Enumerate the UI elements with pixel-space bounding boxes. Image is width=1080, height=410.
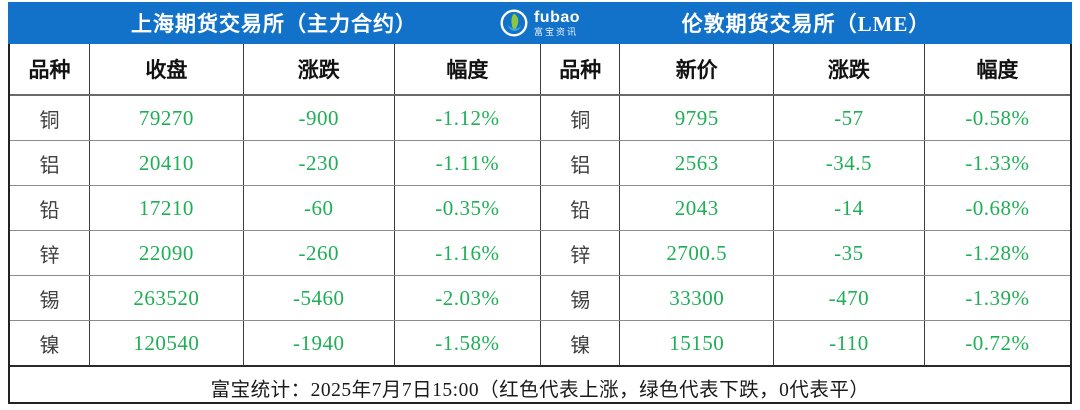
column-header-change: 涨跌 bbox=[772, 44, 925, 96]
value-cell: -1.58% bbox=[393, 320, 540, 365]
metal-name-cell: 镍 bbox=[570, 334, 591, 357]
table-row: 铝 20410 -230 -1.11% bbox=[10, 140, 540, 186]
value-cell: -5460 bbox=[242, 275, 395, 321]
value-cell: -110 bbox=[772, 320, 925, 365]
metal-name-cell: 铝 bbox=[10, 140, 90, 186]
value-cell: 17210 bbox=[89, 185, 244, 231]
value-cell: -1.28% bbox=[923, 230, 1070, 276]
shfe-title: 上海期货交易所（主力合约） bbox=[131, 12, 417, 36]
metal-name-cell: 镍 bbox=[39, 334, 60, 357]
value-cell: -1940 bbox=[242, 320, 395, 365]
table-row: 镍 120540 -1940 -1.58% bbox=[10, 320, 540, 365]
shfe-table-body: 铜 79270 -900 -1.12% 铝 20410 -230 -1.11% 铅 17210 -6… bbox=[10, 95, 540, 365]
table-row: 镍 15150 -110 -0.72% bbox=[541, 320, 1070, 365]
lme-table: 品种 新价 涨跌 幅度 铜 9795 -57 -0.58% 铝 2563 -34.5 -1.3… bbox=[540, 44, 1070, 365]
shfe-header-row: 品种 收盘 涨跌 幅度 bbox=[10, 44, 540, 96]
logo-subtext: 富宝资讯 bbox=[533, 26, 578, 37]
logo-wordmark: fubao bbox=[533, 8, 581, 26]
value-cell: 120540 bbox=[89, 320, 244, 365]
table-row: 锌 22090 -260 -1.16% bbox=[10, 230, 540, 276]
value-cell: 2563 bbox=[619, 140, 774, 186]
value-cell: -470 bbox=[772, 275, 925, 321]
value-cell: -0.72% bbox=[923, 320, 1070, 365]
table-row: 铜 79270 -900 -1.12% bbox=[10, 95, 540, 141]
value-cell: -14 bbox=[772, 185, 925, 231]
value-cell: -2.03% bbox=[393, 275, 540, 321]
futures-price-board: 上海期货交易所（主力合约） 伦敦期货交易所（LME） fubao 富宝资讯 bbox=[8, 2, 1072, 408]
column-header-variety: 品种 bbox=[10, 44, 90, 96]
fubao-leaf-icon bbox=[500, 9, 528, 37]
price-tables-container: 品种 收盘 涨跌 幅度 铜 79270 -900 -1.12% 铝 20410 -230 -1… bbox=[8, 44, 1072, 404]
value-cell: -1.11% bbox=[393, 140, 540, 186]
lme-header-row: 品种 新价 涨跌 幅度 bbox=[540, 44, 1070, 96]
metal-name-cell: 铜 bbox=[10, 95, 90, 141]
fubao-logo: fubao 富宝资讯 bbox=[500, 9, 580, 37]
value-cell: -57 bbox=[772, 95, 925, 141]
metal-name-cell: 铅 bbox=[10, 185, 90, 231]
value-cell: 20410 bbox=[89, 140, 244, 186]
title-bar: 上海期货交易所（主力合约） 伦敦期货交易所（LME） fubao 富宝资讯 bbox=[8, 2, 1072, 44]
value-cell: -0.58% bbox=[923, 95, 1070, 141]
table-row: 锡 263520 -5460 -2.03% bbox=[10, 275, 540, 321]
column-header-newprice: 新价 bbox=[619, 44, 774, 96]
value-cell: 15150 bbox=[619, 320, 774, 365]
value-cell: -34.5 bbox=[772, 140, 925, 186]
value-cell: 2043 bbox=[619, 185, 774, 231]
table-row: 铝 2563 -34.5 -1.33% bbox=[540, 140, 1070, 186]
value-cell: 33300 bbox=[619, 275, 774, 321]
value-cell: 79270 bbox=[89, 95, 244, 141]
column-header-change: 涨跌 bbox=[242, 44, 395, 96]
value-cell: -60 bbox=[242, 185, 395, 231]
metal-name-cell: 锡 bbox=[540, 275, 620, 321]
lme-table-body: 铜 9795 -57 -0.58% 铝 2563 -34.5 -1.33% 铅 2043 -14 -0… bbox=[540, 95, 1070, 365]
table-row: 锡 33300 -470 -1.39% bbox=[540, 275, 1070, 321]
value-cell: 263520 bbox=[89, 275, 244, 321]
logo-text-block: fubao 富宝资讯 bbox=[533, 8, 581, 37]
value-cell: -35 bbox=[772, 230, 925, 276]
metal-name-cell: 铜 bbox=[540, 95, 620, 141]
metal-name-cell: 锡 bbox=[10, 275, 90, 321]
value-cell: -0.68% bbox=[923, 185, 1070, 231]
table-row: 铅 2043 -14 -0.68% bbox=[540, 185, 1070, 231]
column-header-pct: 幅度 bbox=[393, 44, 540, 96]
column-header-pct: 幅度 bbox=[923, 44, 1070, 96]
lme-title: 伦敦期货交易所（LME） bbox=[681, 12, 931, 36]
value-cell: -1.16% bbox=[393, 230, 540, 276]
metal-name-cell: 铝 bbox=[540, 140, 620, 186]
metal-name-cell: 锌 bbox=[540, 230, 620, 276]
value-cell: 22090 bbox=[89, 230, 244, 276]
metal-name-cell: 铅 bbox=[540, 185, 620, 231]
value-cell: -900 bbox=[242, 95, 395, 141]
value-cell: -260 bbox=[242, 230, 395, 276]
table-row: 铜 9795 -57 -0.58% bbox=[540, 95, 1070, 141]
stats-footer: 富宝统计：2025年7月7日15:00（红色代表上涨，绿色代表下跌，0代表平） bbox=[10, 365, 1070, 407]
shfe-table: 品种 收盘 涨跌 幅度 铜 79270 -900 -1.12% 铝 20410 -230 -1… bbox=[10, 44, 540, 365]
value-cell: 9795 bbox=[619, 95, 774, 141]
tables-row: 品种 收盘 涨跌 幅度 铜 79270 -900 -1.12% 铝 20410 -230 -1… bbox=[10, 44, 1070, 365]
value-cell: -230 bbox=[242, 140, 395, 186]
column-header-variety: 品种 bbox=[540, 44, 620, 96]
value-cell: -1.12% bbox=[393, 95, 540, 141]
table-row: 铅 17210 -60 -0.35% bbox=[10, 185, 540, 231]
column-header-close: 收盘 bbox=[89, 44, 244, 96]
value-cell: -0.35% bbox=[393, 185, 540, 231]
metal-name-cell: 锌 bbox=[10, 230, 90, 276]
value-cell: -1.33% bbox=[923, 140, 1070, 186]
table-row: 锌 2700.5 -35 -1.28% bbox=[540, 230, 1070, 276]
value-cell: 2700.5 bbox=[619, 230, 774, 276]
value-cell: -1.39% bbox=[923, 275, 1070, 321]
